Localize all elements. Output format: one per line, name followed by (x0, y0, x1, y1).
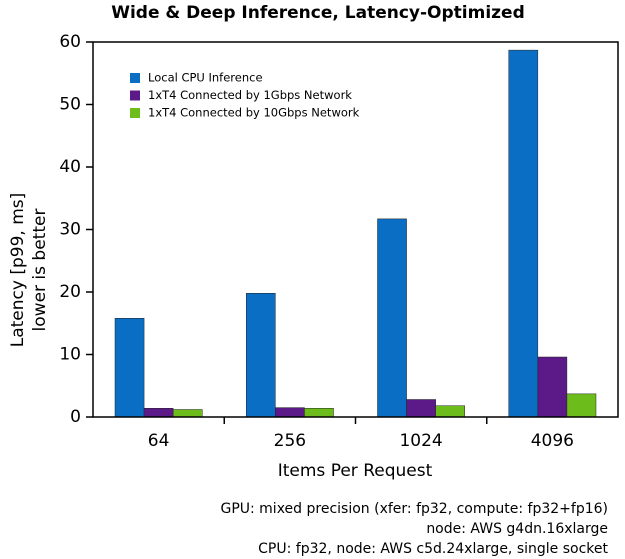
plot-frame (92, 41, 619, 418)
y-tick-label: 60 (59, 32, 81, 52)
bar (377, 218, 407, 418)
x-tick-label: 4096 (531, 431, 574, 451)
y-tick-label: 10 (59, 345, 81, 365)
legend-swatch (130, 108, 140, 118)
legend-swatch (130, 90, 140, 101)
bar (246, 293, 276, 418)
y-axis-label: Latency [p99, ms] (8, 193, 28, 348)
bar (508, 49, 539, 418)
bar (114, 318, 145, 418)
footnote: GPU: mixed precision (xfer: fp32, comput… (220, 501, 608, 517)
y-tick-label: 40 (59, 157, 81, 177)
legend-label: 1xT4 Connected by 1Gbps Network (148, 88, 352, 102)
chart-title: Wide & Deep Inference, Latency-Optimized (111, 3, 525, 23)
bar (143, 408, 174, 418)
x-tick-label: 1024 (399, 431, 442, 451)
bar (275, 407, 305, 418)
bar (566, 393, 597, 418)
bar (172, 409, 203, 418)
y-tick-label: 20 (59, 282, 81, 302)
footnote: CPU: fp32, node: AWS c5d.24xlarge, singl… (258, 541, 608, 557)
x-axis-label: Items Per Request (278, 461, 433, 481)
y-axis-label: lower is better (30, 209, 50, 332)
y-tick-label: 50 (59, 95, 81, 115)
legend-label: 1xT4 Connected by 10Gbps Network (148, 106, 360, 120)
bar (304, 408, 334, 418)
bar (406, 399, 436, 418)
bar (435, 405, 465, 418)
legend-swatch (130, 73, 140, 83)
x-tick-label: 64 (148, 431, 170, 451)
y-tick-label: 0 (70, 407, 81, 427)
x-tick-label: 256 (274, 431, 306, 451)
bar (537, 356, 568, 418)
y-tick-label: 30 (59, 220, 81, 240)
legend-label: Local CPU Inference (148, 71, 263, 85)
footnote: node: AWS g4dn.16xlarge (426, 521, 608, 537)
